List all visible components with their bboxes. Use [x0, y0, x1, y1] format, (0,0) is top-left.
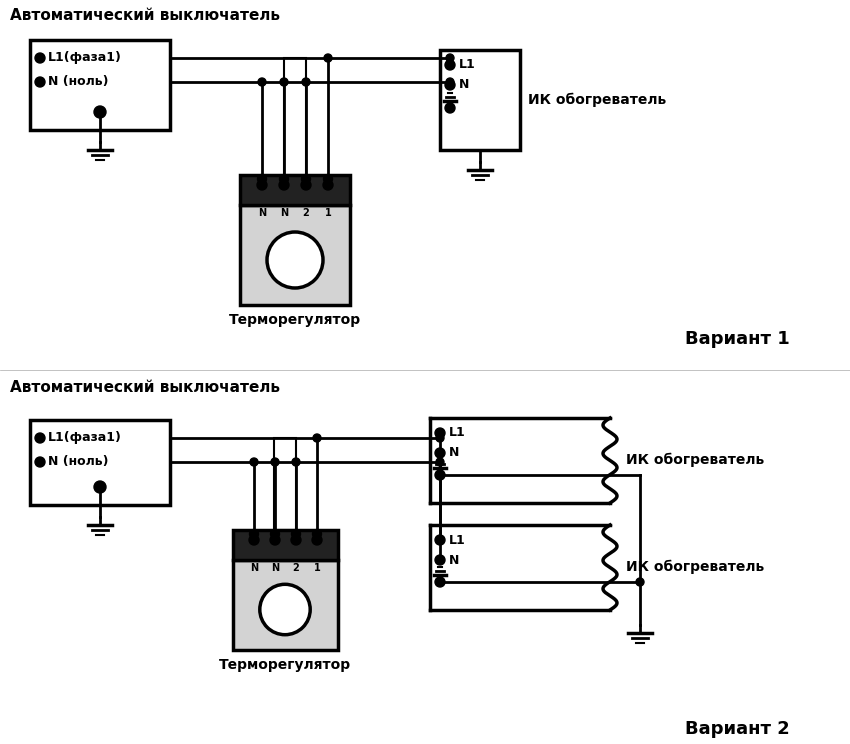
Text: N: N [459, 79, 469, 92]
Circle shape [435, 577, 445, 587]
Text: N: N [250, 563, 258, 573]
Bar [284, 58, 306, 175]
Circle shape [291, 535, 301, 545]
Circle shape [280, 78, 288, 86]
Text: ИК обогреватель: ИК обогреватель [528, 93, 666, 107]
Text: ИК обогреватель: ИК обогреватель [626, 453, 764, 467]
Circle shape [279, 180, 289, 190]
Text: N: N [280, 208, 288, 218]
Circle shape [94, 106, 106, 118]
Circle shape [94, 481, 106, 493]
Circle shape [258, 175, 267, 184]
Circle shape [312, 535, 322, 545]
Bar [233, 560, 338, 650]
Circle shape [313, 530, 321, 539]
Bar [30, 420, 170, 505]
Circle shape [303, 182, 309, 188]
Circle shape [436, 458, 444, 466]
Circle shape [292, 458, 300, 466]
Circle shape [280, 175, 288, 184]
Text: Вариант 1: Вариант 1 [685, 330, 790, 348]
Circle shape [435, 448, 445, 458]
Text: L1: L1 [459, 59, 476, 71]
Text: L1: L1 [449, 533, 466, 547]
Circle shape [281, 182, 287, 188]
Text: 2: 2 [292, 563, 299, 573]
Text: L1: L1 [449, 426, 466, 440]
Text: N (ноль): N (ноль) [48, 455, 109, 469]
Circle shape [251, 537, 257, 543]
Text: Терморегулятор: Терморегулятор [229, 313, 361, 327]
Circle shape [436, 434, 444, 442]
Circle shape [260, 584, 310, 635]
Circle shape [435, 555, 445, 565]
Circle shape [445, 60, 455, 70]
Circle shape [435, 470, 445, 480]
Circle shape [270, 535, 280, 545]
Circle shape [270, 530, 280, 539]
Bar [233, 530, 338, 560]
Circle shape [435, 428, 445, 438]
Circle shape [35, 77, 45, 87]
Circle shape [445, 103, 455, 113]
Circle shape [272, 537, 278, 543]
Bar [240, 205, 350, 305]
Bar [274, 438, 296, 530]
Circle shape [293, 537, 299, 543]
Text: L1(фаза1): L1(фаза1) [48, 51, 122, 65]
Circle shape [35, 53, 45, 63]
Circle shape [301, 180, 311, 190]
Text: 1: 1 [314, 563, 320, 573]
Circle shape [302, 175, 310, 184]
Circle shape [445, 80, 455, 90]
Circle shape [35, 433, 45, 443]
Text: N: N [449, 446, 459, 460]
Circle shape [446, 54, 454, 62]
Text: Терморегулятор: Терморегулятор [219, 658, 351, 672]
Text: N: N [449, 554, 459, 566]
Text: L1(фаза1): L1(фаза1) [48, 432, 122, 444]
Circle shape [249, 535, 259, 545]
Bar [440, 50, 520, 150]
Text: Автоматический выключатель: Автоматический выключатель [10, 8, 280, 23]
Circle shape [446, 78, 454, 86]
Text: Автоматический выключатель: Автоматический выключатель [10, 380, 280, 395]
Circle shape [259, 182, 265, 188]
Circle shape [258, 78, 266, 86]
Text: N: N [271, 563, 279, 573]
Text: N: N [258, 208, 266, 218]
Circle shape [323, 180, 333, 190]
Circle shape [324, 175, 332, 184]
Text: N (ноль): N (ноль) [48, 75, 109, 89]
Circle shape [302, 78, 310, 86]
Bar [30, 40, 170, 130]
Circle shape [250, 530, 258, 539]
Circle shape [35, 457, 45, 467]
Circle shape [314, 537, 320, 543]
Text: 1: 1 [325, 208, 332, 218]
Circle shape [325, 182, 331, 188]
Text: ИК обогреватель: ИК обогреватель [626, 559, 764, 574]
Circle shape [435, 535, 445, 545]
Circle shape [313, 434, 321, 442]
Circle shape [271, 458, 279, 466]
Text: 2: 2 [303, 208, 309, 218]
Circle shape [636, 578, 644, 586]
Bar [240, 175, 350, 205]
Circle shape [250, 458, 258, 466]
Circle shape [267, 232, 323, 288]
Circle shape [292, 530, 301, 539]
Circle shape [324, 54, 332, 62]
Text: Вариант 2: Вариант 2 [685, 720, 790, 738]
Circle shape [257, 180, 267, 190]
